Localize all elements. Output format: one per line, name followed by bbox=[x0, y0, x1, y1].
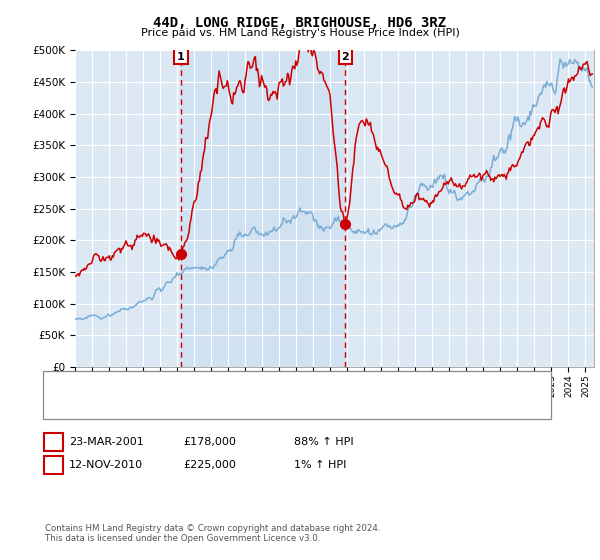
Text: 1: 1 bbox=[50, 437, 57, 447]
Text: 1: 1 bbox=[177, 52, 185, 62]
Text: 12-NOV-2010: 12-NOV-2010 bbox=[69, 460, 143, 470]
Text: 1% ↑ HPI: 1% ↑ HPI bbox=[294, 460, 346, 470]
Text: HPI: Average price, detached house, Calderdale: HPI: Average price, detached house, Cald… bbox=[90, 400, 339, 410]
Text: 23-MAR-2001: 23-MAR-2001 bbox=[69, 437, 144, 447]
Text: 2: 2 bbox=[341, 52, 349, 62]
Text: Price paid vs. HM Land Registry's House Price Index (HPI): Price paid vs. HM Land Registry's House … bbox=[140, 28, 460, 38]
Text: 2: 2 bbox=[50, 460, 57, 470]
Text: Contains HM Land Registry data © Crown copyright and database right 2024.
This d: Contains HM Land Registry data © Crown c… bbox=[45, 524, 380, 543]
Text: ——: —— bbox=[51, 397, 82, 412]
Bar bbox=[181, 50, 345, 367]
Text: 44D, LONG RIDGE, BRIGHOUSE, HD6 3RZ: 44D, LONG RIDGE, BRIGHOUSE, HD6 3RZ bbox=[154, 16, 446, 30]
Text: 88% ↑ HPI: 88% ↑ HPI bbox=[294, 437, 353, 447]
Text: 44D, LONG RIDGE, BRIGHOUSE, HD6 3RZ (detached house): 44D, LONG RIDGE, BRIGHOUSE, HD6 3RZ (det… bbox=[90, 380, 400, 390]
Text: £178,000: £178,000 bbox=[183, 437, 236, 447]
Text: ——: —— bbox=[51, 377, 82, 393]
Text: £225,000: £225,000 bbox=[183, 460, 236, 470]
